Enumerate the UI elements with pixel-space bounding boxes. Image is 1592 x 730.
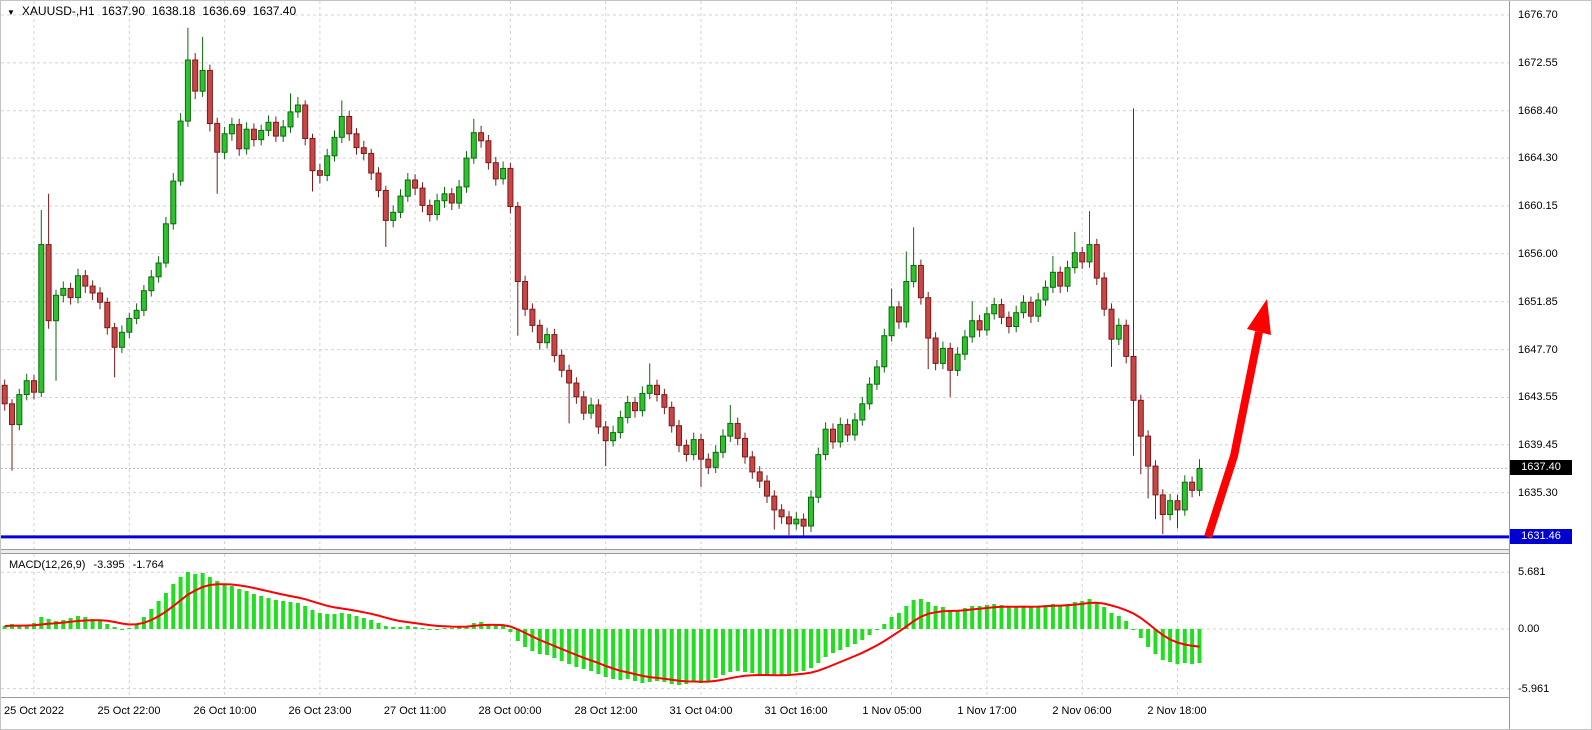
macd-tick-label: 0.00 xyxy=(1518,623,1540,635)
time-tick-label: 26 Oct 10:00 xyxy=(193,705,257,717)
price-tick-label: 1647.70 xyxy=(1518,344,1558,356)
time-tick-label: 25 Oct 22:00 xyxy=(97,705,161,717)
time-tick-label: 1 Nov 05:00 xyxy=(862,705,922,717)
price-tick-label: 1672.55 xyxy=(1518,57,1558,69)
last-price-badge: 1637.40 xyxy=(1510,460,1572,475)
time-tick-label: 28 Oct 12:00 xyxy=(574,705,638,717)
quote-close: 1637.40 xyxy=(252,4,297,18)
symbol-label: XAUUSD-,H1 xyxy=(21,4,95,18)
time-tick-label: 31 Oct 04:00 xyxy=(669,705,733,717)
up-arrow-annotation[interactable] xyxy=(1204,299,1271,539)
symbol-header: ▼ XAUUSD-,H1 1637.90 1638.18 1636.69 163… xyxy=(7,4,296,18)
quote-low: 1636.69 xyxy=(202,4,246,18)
price-tick-label: 1643.55 xyxy=(1518,391,1558,403)
support-price-badge: 1631.46 xyxy=(1510,529,1572,544)
candlestick-chart[interactable] xyxy=(1,1,1509,549)
macd-tick-label: 5.681 xyxy=(1518,566,1546,578)
macd-signal-value: -1.764 xyxy=(132,559,164,571)
candles xyxy=(1,27,1203,538)
time-tick-label: 2 Nov 06:00 xyxy=(1052,705,1112,717)
time-tick-label: 26 Oct 23:00 xyxy=(288,705,352,717)
macd-tick-label: -5.961 xyxy=(1518,683,1550,695)
symbol-marker-icon: ▼ xyxy=(7,7,15,17)
time-tick-label: 25 Oct 2022 xyxy=(4,705,64,717)
price-tick-label: 1676.70 xyxy=(1518,9,1558,21)
time-tick-label: 2 Nov 18:00 xyxy=(1147,705,1207,717)
macd-main-value: -3.395 xyxy=(93,559,125,571)
time-tick-label: 27 Oct 11:00 xyxy=(383,705,447,717)
price-axis[interactable]: 1676.70 1672.55 1668.40 1664.30 1660.15 1656.… xyxy=(1509,1,1591,729)
macd-name: MACD(12,26,9) xyxy=(9,559,86,571)
macd-signal-line xyxy=(4,583,1200,683)
price-tick-label: 1660.15 xyxy=(1518,200,1558,212)
quote-open: 1637.90 xyxy=(101,4,145,18)
price-tick-label: 1656.00 xyxy=(1518,248,1558,260)
panel-separator[interactable] xyxy=(1,549,1509,554)
price-tick-label: 1664.30 xyxy=(1518,152,1558,164)
time-axis[interactable]: 25 Oct 2022 25 Oct 22:00 26 Oct 10:00 26 Oc… xyxy=(1,697,1509,729)
time-tick-label: 28 Oct 00:00 xyxy=(478,705,542,717)
price-tick-label: 1651.85 xyxy=(1518,296,1558,308)
macd-indicator-label: MACD(12,26,9) -3.395 -1.764 xyxy=(9,559,164,571)
time-tick-label: 31 Oct 16:00 xyxy=(764,705,828,717)
price-tick-label: 1639.45 xyxy=(1518,439,1558,451)
price-tick-label: 1668.40 xyxy=(1518,105,1558,117)
price-tick-label: 1635.30 xyxy=(1518,487,1558,499)
time-tick-label: 1 Nov 17:00 xyxy=(957,705,1017,717)
macd-indicator-chart[interactable] xyxy=(1,554,1509,697)
macd-grid-lines xyxy=(1,554,1509,697)
quote-high: 1638.18 xyxy=(152,4,196,18)
